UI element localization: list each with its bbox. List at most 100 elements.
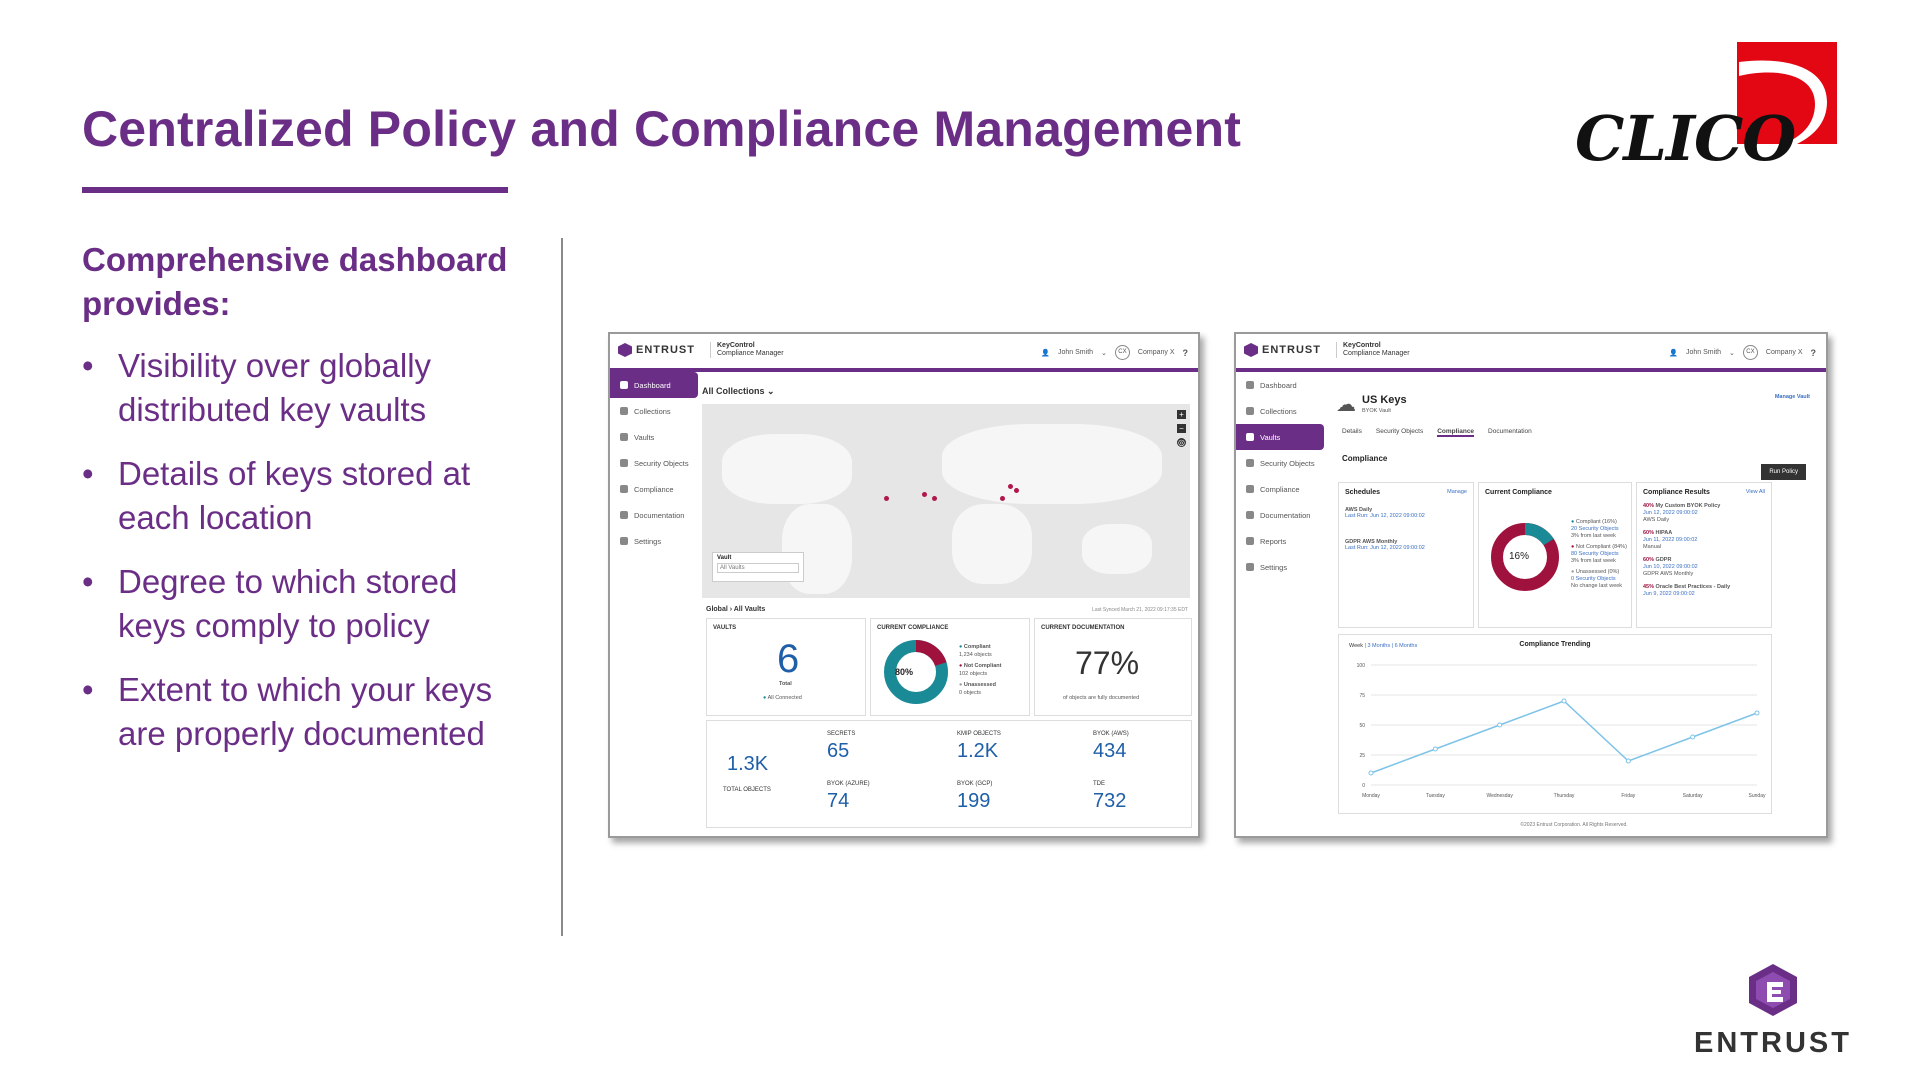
legend-item: ● Compliant 1,234 objects	[959, 643, 1001, 659]
sidebar-item-dashboard[interactable]: Dashboard	[1236, 372, 1328, 398]
legend-item: ● Not Compliant (84%) 80 Security Objects…	[1571, 544, 1627, 565]
tab-documentation[interactable]: Documentation	[1488, 428, 1532, 435]
chevron-down-icon[interactable]: ⌄	[1729, 349, 1735, 357]
card-title: Schedules	[1345, 489, 1381, 496]
range-3-months[interactable]: 3 Months	[1367, 643, 1391, 649]
tab-security-objects[interactable]: Security Objects	[1375, 428, 1424, 435]
manage-vault-link[interactable]: Manage Vault	[1774, 394, 1810, 400]
sidebar-item-label: Collections	[1260, 406, 1297, 416]
result-item[interactable]: 45% Oracle Best Practices - Daily Jun 9, …	[1643, 584, 1730, 598]
legend-label: Not Compliant (84%)	[1575, 544, 1627, 550]
x-tick-label: Sunday	[1749, 793, 1766, 799]
company-avatar[interactable]: CX	[1742, 345, 1758, 360]
help-icon[interactable]: ?	[1182, 347, 1189, 358]
vault-location-pin[interactable]	[1008, 484, 1013, 489]
sidebar-item-collections[interactable]: Collections	[1236, 398, 1328, 424]
stat-value: 65	[827, 740, 850, 762]
entrust-hexagon-icon	[1749, 964, 1797, 1016]
result-item[interactable]: 60% HIPAA Jun 11, 2022 09:00:02 Manual	[1643, 530, 1730, 551]
donut-compliant-arc	[1491, 523, 1559, 591]
schedule-item[interactable]: AWS Daily Last Run: Jun 12, 2022 09:00:02	[1345, 507, 1425, 519]
sidebar-item-label: Security Objects	[1260, 458, 1315, 468]
app-name: KeyControl Compliance Manager	[1336, 342, 1410, 358]
sidebar-item-reports[interactable]: Reports	[1236, 528, 1328, 554]
sidebar-item-dashboard[interactable]: Dashboard	[610, 372, 698, 398]
result-pct: 45%	[1643, 584, 1655, 590]
sidebar-item-settings[interactable]: Settings	[1236, 554, 1328, 580]
sidebar-item-settings[interactable]: Settings	[610, 528, 702, 554]
manage-schedules-link[interactable]: Manage	[1447, 489, 1467, 495]
vault-tabs: Details Security Objects Compliance Docu…	[1342, 428, 1532, 437]
company-avatar[interactable]: CX	[1114, 345, 1130, 360]
sidebar-item-documentation[interactable]: Documentation	[1236, 502, 1328, 528]
sidebar-item-collections[interactable]: Collections	[610, 398, 702, 424]
trend-point	[1497, 722, 1503, 728]
trend-point	[1432, 746, 1438, 752]
sidebar-item-documentation[interactable]: Documentation	[610, 502, 702, 528]
bullet-item: Visibility over globally distributed key…	[82, 344, 522, 432]
range-6-months[interactable]: 6 Months	[1394, 643, 1418, 649]
user-menu[interactable]: John Smith	[1686, 349, 1722, 356]
sidebar-item-label: Documentation	[634, 510, 685, 520]
trend-range-tabs: Week | 3 Months | 6 Months	[1349, 643, 1418, 649]
vault-location-pin[interactable]	[932, 496, 937, 501]
help-icon[interactable]: ?	[1810, 347, 1817, 358]
result-item[interactable]: 40% My Custom BYOK Policy Jun 12, 2022 09…	[1643, 503, 1730, 524]
collections-dropdown[interactable]: All Collections ⌄	[702, 386, 775, 397]
sidebar-item-vaults[interactable]: Vaults	[1236, 424, 1324, 450]
vault-location-pin[interactable]	[1000, 496, 1005, 501]
documentation-card: CURRENT DOCUMENTATION 77% of objects are…	[1034, 618, 1192, 716]
security-objects-icon	[1246, 459, 1254, 467]
sidebar-item-compliance[interactable]: Compliance	[1236, 476, 1328, 502]
result-item[interactable]: 60% GDPR Jun 10, 2022 09:00:02 GDPR AWS Mo…	[1643, 557, 1730, 578]
sidebar-item-vaults[interactable]: Vaults	[610, 424, 702, 450]
tab-details[interactable]: Details	[1342, 428, 1362, 435]
map-landmass	[942, 424, 1162, 504]
vault-map[interactable]: + − ◎ Vault All Vaults	[702, 404, 1190, 598]
zoom-in-icon[interactable]: +	[1177, 410, 1186, 419]
x-tick-label: Wednesday	[1487, 793, 1514, 799]
user-bar: 👤 John Smith ⌄ CX Company X ?	[1669, 345, 1816, 360]
globe-icon[interactable]: ◎	[1177, 438, 1186, 447]
vault-location-pin[interactable]	[884, 496, 889, 501]
sidebar-item-security-objects[interactable]: Security Objects	[610, 450, 702, 476]
vault-select[interactable]: Vault All Vaults	[712, 552, 804, 582]
run-policy-button[interactable]: Run Policy	[1761, 464, 1806, 480]
legend-item: ● Compliant (16%) 20 Security Objects 3% f…	[1571, 519, 1627, 540]
x-tick-label: Monday	[1362, 793, 1380, 799]
connection-status-label: All Connected	[767, 695, 802, 701]
map-landmass	[952, 504, 1032, 584]
breadcrumb[interactable]: Global › All Vaults	[706, 606, 766, 613]
vault-location-pin[interactable]	[922, 492, 927, 497]
bullet-list: Visibility over globally distributed key…	[82, 344, 522, 756]
sidebar-item-label: Collections	[634, 406, 671, 416]
app-name-secondary: Compliance Manager	[1343, 350, 1410, 357]
vault-location-pin[interactable]	[1014, 488, 1019, 493]
result-sub: Manual	[1643, 544, 1662, 550]
user-menu[interactable]: John Smith	[1058, 349, 1094, 356]
trend-title: Compliance Trending	[1519, 641, 1591, 648]
result-list: 40% My Custom BYOK Policy Jun 12, 2022 09…	[1643, 503, 1730, 598]
range-week[interactable]: Week	[1349, 643, 1363, 649]
chevron-down-icon[interactable]: ⌄	[1101, 349, 1107, 357]
legend-sub: 0 objects	[959, 690, 982, 696]
feature-summary: Comprehensive dashboard provides: Visibi…	[82, 238, 522, 776]
check-icon: ●	[763, 695, 767, 701]
schedule-item[interactable]: GDPR AWS Monthly Last Run: Jun 12, 2022 0…	[1345, 539, 1425, 551]
legend-item: ● Not Compliant 102 objects	[959, 662, 1001, 678]
tab-compliance[interactable]: Compliance	[1437, 428, 1475, 437]
stat-label: KMIP OBJECTS	[957, 731, 1001, 737]
sidebar-item-compliance[interactable]: Compliance	[610, 476, 702, 502]
zoom-out-icon[interactable]: −	[1177, 424, 1186, 433]
stat-tde: TDE 732	[1093, 781, 1126, 813]
legend-dot-icon: ●	[959, 644, 963, 650]
view-all-link[interactable]: View All	[1745, 489, 1765, 495]
stat-label: SECRETS	[827, 731, 856, 737]
donut-noncompliant-arc	[884, 640, 948, 704]
vault-select-label: Vault	[717, 555, 732, 561]
collections-label: All Collections	[702, 386, 765, 396]
sidebar-item-security-objects[interactable]: Security Objects	[1236, 450, 1328, 476]
result-sub: GDPR AWS Monthly	[1643, 571, 1694, 577]
sidebar: Dashboard Collections Vaults Security Ob…	[1236, 372, 1328, 836]
result-pct: 60%	[1643, 557, 1655, 563]
